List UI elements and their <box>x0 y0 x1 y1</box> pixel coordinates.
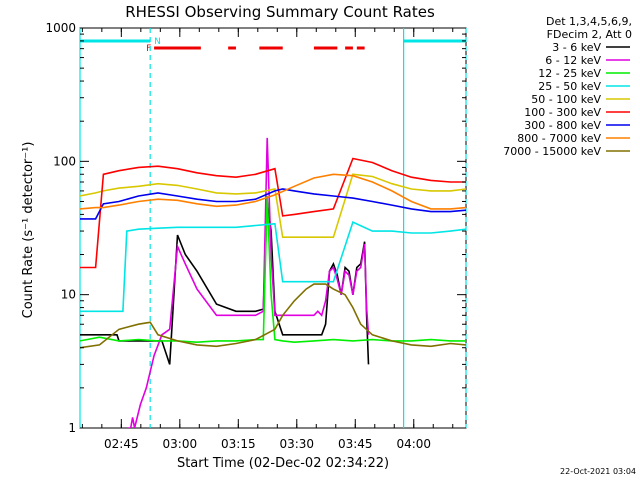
x-tick-label: 03:45 <box>338 437 373 451</box>
y-tick-label: 10 <box>61 288 76 302</box>
series-line-3 <box>80 220 466 313</box>
series-layer <box>80 137 466 428</box>
y-tick-label: 1000 <box>45 21 76 35</box>
legend-entry-label: 6 - 12 keV <box>545 54 601 67</box>
plot-frame <box>79 27 467 429</box>
legend-entry-label: 300 - 800 keV <box>524 119 601 132</box>
chart-title: RHESSI Observing Summary Count Rates <box>125 3 435 21</box>
y-axis-label: Count Rate (s⁻¹ detector⁻¹) <box>21 142 36 319</box>
y-axis-ticks: 1 10 100 1000 <box>45 21 466 435</box>
x-tick-label: 03:15 <box>221 437 256 451</box>
legend-entry-label: 50 - 100 keV <box>531 93 601 106</box>
x-axis-ticks: 02:45 03:00 03:15 03:30 03:45 04:00 <box>81 28 454 451</box>
legend-entry-label: 7000 - 15000 keV <box>503 145 601 158</box>
legend: Det 1,3,4,5,6,9,FDecim 2, Att 03 - 6 keV… <box>503 15 632 158</box>
flag-label: F <box>146 44 151 54</box>
series-line-7 <box>80 173 466 210</box>
legend-entry-label: 25 - 50 keV <box>538 80 601 93</box>
series-line-4 <box>80 173 466 238</box>
legend-entry-label: 100 - 300 keV <box>524 106 601 119</box>
annotation-layer: NF <box>79 28 467 428</box>
legend-entry-label: 12 - 25 keV <box>538 67 601 80</box>
x-tick-label: 04:00 <box>396 437 431 451</box>
legend-header-line: FDecim 2, Att 0 <box>547 28 632 41</box>
x-tick-label: 03:30 <box>279 437 314 451</box>
plot-area: NF <box>79 27 467 429</box>
y-tick-label: 1 <box>68 421 76 435</box>
footer-timestamp: 22-Oct-2021 03:04 <box>560 467 636 476</box>
legend-entry-label: 3 - 6 keV <box>552 41 601 54</box>
series-line-1 <box>126 137 370 428</box>
series-line-8 <box>80 283 466 349</box>
flag-label: N <box>154 37 161 47</box>
legend-entry-label: 800 - 7000 keV <box>517 132 601 145</box>
series-line-5 <box>80 157 466 269</box>
x-tick-label: 02:45 <box>104 437 139 451</box>
legend-header-line: Det 1,3,4,5,6,9, <box>546 15 632 28</box>
x-axis-label: Start Time (02-Dec-02 02:34:22) <box>177 456 389 471</box>
x-tick-label: 03:00 <box>163 437 198 451</box>
series-line-6 <box>80 188 466 220</box>
y-tick-label: 100 <box>53 154 76 168</box>
